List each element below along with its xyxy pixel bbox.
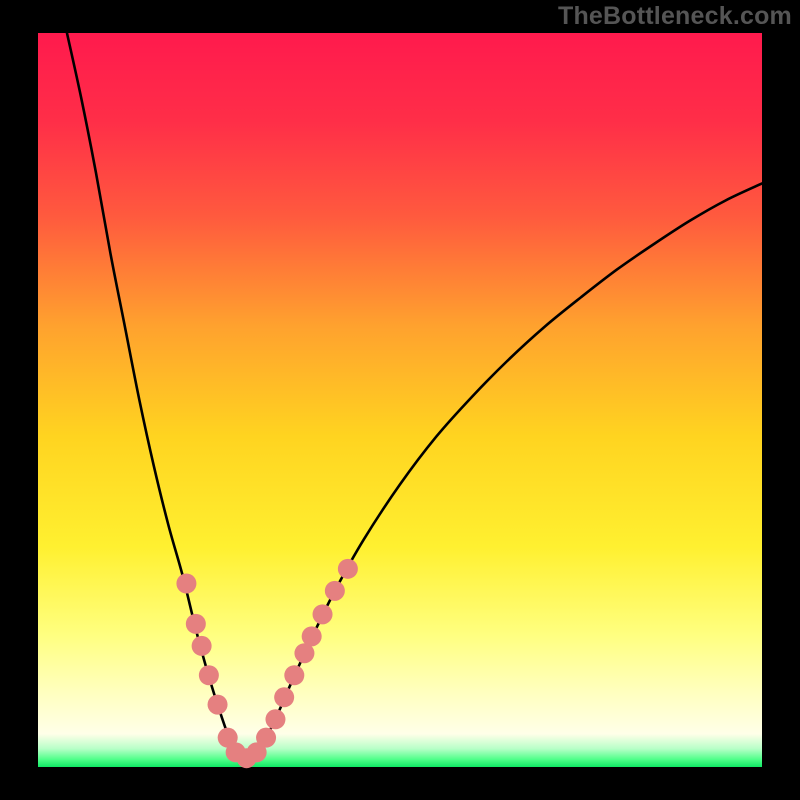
marker-dot xyxy=(325,581,345,601)
bottleneck-curve xyxy=(67,33,762,761)
marker-dot xyxy=(313,604,333,624)
marker-dot xyxy=(284,665,304,685)
chart-svg xyxy=(38,33,762,767)
plot-area xyxy=(38,33,762,767)
marker-dot xyxy=(176,574,196,594)
marker-dot xyxy=(338,559,358,579)
watermark-text: TheBottleneck.com xyxy=(558,2,792,31)
marker-dot xyxy=(256,728,276,748)
marker-dot xyxy=(208,695,228,715)
chart-stage: TheBottleneck.com xyxy=(0,0,800,800)
marker-dot xyxy=(302,626,322,646)
marker-dot xyxy=(265,709,285,729)
marker-dot xyxy=(186,614,206,634)
marker-cluster xyxy=(176,559,357,768)
marker-dot xyxy=(274,687,294,707)
marker-dot xyxy=(199,665,219,685)
marker-dot xyxy=(192,636,212,656)
